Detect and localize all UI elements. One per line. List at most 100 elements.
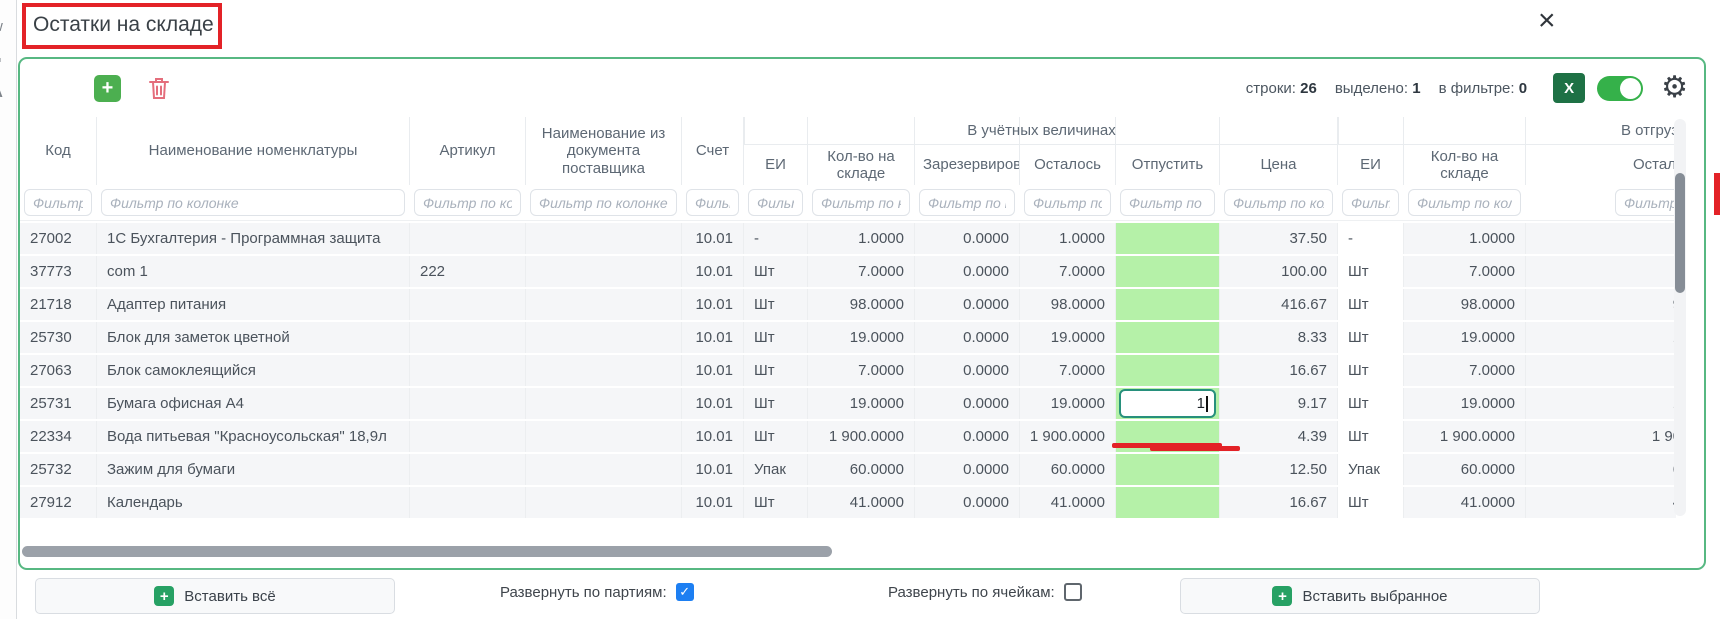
cell-release[interactable] bbox=[1116, 289, 1220, 320]
cell-release[interactable] bbox=[1116, 322, 1220, 353]
cell-qty-shipping: 98.0000 bbox=[1404, 289, 1526, 320]
column-header-article[interactable]: Артикул bbox=[410, 117, 526, 185]
filter-input-remaining[interactable] bbox=[1024, 189, 1111, 216]
table-header: В учётных величинах В отгрузочных величи… bbox=[20, 117, 1676, 185]
vertical-scrollbar-thumb[interactable] bbox=[1675, 173, 1685, 293]
table-row[interactable]: 27002 1С Бухгалтерия - Программная защит… bbox=[20, 223, 1676, 254]
table-row[interactable]: 25732 Зажим для бумаги 10.01 Упак 60.000… bbox=[20, 454, 1676, 485]
view-toggle[interactable] bbox=[1597, 75, 1644, 101]
filter-input-unit-shipping[interactable] bbox=[1342, 189, 1399, 216]
cell-remaining-shipping: 98.0000 bbox=[1526, 289, 1676, 320]
column-header-unit-shipping[interactable]: ЕИ bbox=[1338, 117, 1404, 185]
column-header-unit[interactable]: ЕИ bbox=[744, 117, 808, 185]
filter-input-code[interactable] bbox=[24, 189, 92, 216]
cell-unit-shipping[interactable]: Шт bbox=[1338, 256, 1404, 287]
column-header-account[interactable]: Счет bbox=[682, 117, 744, 185]
insert-selected-button[interactable]: + Вставить выбранное bbox=[1180, 578, 1540, 614]
cell-remaining: 41.0000 bbox=[1020, 487, 1116, 518]
filter-input-qty-shipping[interactable] bbox=[1408, 189, 1521, 216]
table-row[interactable]: 22334 Вода питьевая "Красноусольская" 18… bbox=[20, 421, 1676, 452]
column-header-supplier-name[interactable]: Наименование из документа поставщика bbox=[526, 117, 682, 185]
cell-article: 222 bbox=[410, 256, 526, 287]
background-text-fragment: A bbox=[0, 84, 3, 101]
cell-remaining-shipping: 7.0000 bbox=[1526, 355, 1676, 386]
filter-input-unit[interactable] bbox=[748, 189, 803, 216]
cell-unit-shipping[interactable]: Шт bbox=[1338, 487, 1404, 518]
column-header-qty-in-stock[interactable]: Кол-во на складе bbox=[808, 117, 915, 185]
cell-code: 27002 bbox=[20, 223, 97, 254]
cell-supplier bbox=[526, 289, 682, 320]
cell-article bbox=[410, 388, 526, 419]
table-row[interactable]: 27063 Блок самоклеящийся 10.01 Шт 7.0000… bbox=[20, 355, 1676, 386]
cell-release[interactable]: 1 bbox=[1116, 388, 1220, 419]
column-header-release[interactable]: Отпустить bbox=[1116, 117, 1220, 185]
cell-supplier bbox=[526, 388, 682, 419]
cell-remaining: 19.0000 bbox=[1020, 388, 1116, 419]
horizontal-scrollbar-thumb[interactable] bbox=[22, 546, 832, 557]
filter-input-account[interactable] bbox=[686, 189, 739, 216]
cell-remaining-shipping: 1 900.0000 bbox=[1526, 421, 1676, 452]
table-row[interactable]: 37773 com 1 222 10.01 Шт 7.0000 0.0000 7… bbox=[20, 256, 1676, 287]
filter-input-supplier[interactable] bbox=[530, 189, 677, 216]
insert-all-button[interactable]: + Вставить всё bbox=[35, 578, 395, 614]
expand-cells-checkbox[interactable] bbox=[1063, 583, 1082, 601]
table-row[interactable]: 25731 Бумага офисная А4 10.01 Шт 19.0000… bbox=[20, 388, 1676, 419]
column-header-remaining[interactable]: Осталось bbox=[1020, 117, 1116, 185]
cell-code: 27063 bbox=[20, 355, 97, 386]
cell-unit-shipping[interactable]: - bbox=[1338, 223, 1404, 254]
close-icon[interactable]: × bbox=[1538, 4, 1556, 37]
cell-unit-shipping[interactable]: Шт bbox=[1338, 388, 1404, 419]
filter-input-release[interactable] bbox=[1120, 189, 1215, 216]
cell-qty: 1.0000 bbox=[808, 223, 915, 254]
vertical-scrollbar[interactable] bbox=[1674, 119, 1686, 516]
excel-export-button[interactable]: X bbox=[1553, 73, 1586, 103]
cell-release[interactable] bbox=[1116, 454, 1220, 485]
cell-article bbox=[410, 454, 526, 485]
cell-account: 10.01 bbox=[682, 388, 744, 419]
settings-gear-icon[interactable]: ⚙ bbox=[1661, 71, 1688, 104]
filter-input-reserved[interactable] bbox=[919, 189, 1015, 216]
cell-unit-shipping[interactable]: Шт bbox=[1338, 322, 1404, 353]
cell-code: 25732 bbox=[20, 454, 97, 485]
column-header-remaining-shipping[interactable]: Осталось bbox=[1526, 117, 1676, 185]
add-row-button[interactable]: + bbox=[94, 74, 121, 102]
expand-batches-checkbox[interactable]: ✓ bbox=[675, 583, 694, 601]
cell-name: com 1 bbox=[97, 256, 410, 287]
filter-input-remaining-shipping[interactable] bbox=[1615, 189, 1676, 216]
cell-unit: Шт bbox=[744, 388, 808, 419]
rows-count: строки: 26 bbox=[1245, 79, 1317, 97]
release-edit-input[interactable]: 1 bbox=[1119, 389, 1216, 418]
filter-input-name[interactable] bbox=[101, 189, 405, 216]
cell-unit: Шт bbox=[744, 355, 808, 386]
cell-unit-shipping[interactable]: Шт bbox=[1338, 421, 1404, 452]
column-header-price[interactable]: Цена bbox=[1220, 117, 1338, 185]
filter-input-price[interactable] bbox=[1224, 189, 1333, 216]
table-row[interactable]: 21718 Адаптер питания 10.01 Шт 98.0000 0… bbox=[20, 289, 1676, 320]
table-row[interactable]: 25730 Блок для заметок цветной 10.01 Шт … bbox=[20, 322, 1676, 353]
cell-release[interactable] bbox=[1116, 256, 1220, 287]
column-header-name[interactable]: Наименование номенклатуры bbox=[97, 117, 410, 185]
cell-unit-shipping[interactable]: Шт bbox=[1338, 355, 1404, 386]
cell-price: 8.33 bbox=[1220, 322, 1338, 353]
cell-unit-shipping[interactable]: Шт bbox=[1338, 289, 1404, 320]
cell-reserved: 0.0000 bbox=[915, 454, 1020, 485]
cell-reserved: 0.0000 bbox=[915, 289, 1020, 320]
filter-input-qty[interactable] bbox=[812, 189, 910, 216]
column-header-qty-in-stock-shipping[interactable]: Кол-во на складе bbox=[1404, 117, 1526, 185]
cell-reserved: 0.0000 bbox=[915, 355, 1020, 386]
cell-release[interactable] bbox=[1116, 223, 1220, 254]
cell-release[interactable] bbox=[1116, 487, 1220, 518]
filtered-count: в фильтре: 0 bbox=[1438, 79, 1528, 97]
cell-unit-shipping[interactable]: Упак bbox=[1338, 454, 1404, 485]
delete-row-button[interactable] bbox=[149, 77, 169, 100]
column-header-code[interactable]: Код bbox=[20, 117, 97, 185]
column-header-reserved[interactable]: Зарезервировано bbox=[915, 117, 1020, 185]
table-row[interactable]: 27912 Календарь 10.01 Шт 41.0000 0.0000 … bbox=[20, 487, 1676, 518]
cell-price: 16.67 bbox=[1220, 355, 1338, 386]
cell-price: 416.67 bbox=[1220, 289, 1338, 320]
cell-name: 1С Бухгалтерия - Программная защита bbox=[97, 223, 410, 254]
filter-input-article[interactable] bbox=[414, 189, 521, 216]
cell-remaining: 1.0000 bbox=[1020, 223, 1116, 254]
cell-release[interactable] bbox=[1116, 355, 1220, 386]
trash-icon bbox=[149, 77, 169, 99]
